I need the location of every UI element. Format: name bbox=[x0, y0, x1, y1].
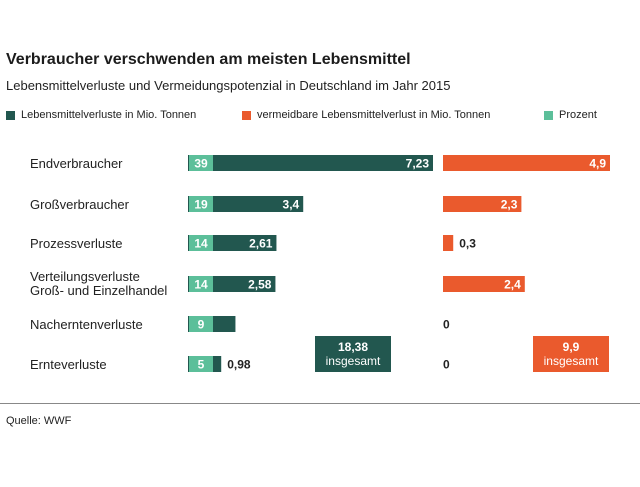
category-label: Großverbraucher bbox=[30, 197, 130, 212]
legend-swatch-losses bbox=[6, 110, 15, 120]
percent-label: 9 bbox=[198, 318, 205, 332]
losses-bar bbox=[188, 155, 433, 171]
legend-item-percent: Prozent bbox=[544, 109, 597, 121]
percent-label: 19 bbox=[194, 198, 208, 212]
legend-item-losses: Lebensmittelverluste in Mio. Tonnen bbox=[6, 109, 196, 121]
total-value: 18,38 bbox=[338, 340, 368, 354]
losses-value-label: 0,98 bbox=[227, 358, 251, 372]
losses-value-label: 3,4 bbox=[283, 198, 300, 212]
category-label: Ernteverluste bbox=[30, 357, 107, 372]
legend-label-losses: Lebensmittelverluste in Mio. Tonnen bbox=[21, 109, 197, 121]
source-note: Quelle: WWF bbox=[6, 415, 72, 427]
avoidable-bar bbox=[443, 276, 525, 292]
avoidable-bar bbox=[443, 155, 610, 171]
losses-value-label: 2,61 bbox=[249, 237, 273, 251]
total-label: insgesamt bbox=[326, 354, 381, 368]
percent-label: 39 bbox=[194, 157, 208, 171]
category-label: Prozessverluste bbox=[30, 236, 122, 251]
footer-divider bbox=[0, 403, 640, 404]
legend-item-avoidable: vermeidbare Lebensmittelverlust in Mio. … bbox=[242, 109, 490, 121]
percent-box bbox=[189, 276, 213, 292]
category-label: Nacherntenverluste bbox=[30, 317, 143, 332]
losses-bar bbox=[188, 196, 304, 212]
total-value: 9,9 bbox=[563, 340, 580, 354]
total-box bbox=[315, 336, 391, 372]
avoidable-value-label: 4,9 bbox=[589, 157, 606, 171]
percent-box bbox=[189, 316, 213, 332]
losses-value-label: 7,23 bbox=[406, 157, 430, 171]
percent-label: 14 bbox=[194, 278, 208, 292]
category-label: Verteilungsverluste bbox=[30, 269, 140, 284]
avoidable-value-label: 0,3 bbox=[459, 237, 476, 251]
total-label: insgesamt bbox=[544, 354, 599, 368]
chart-subtitle: Lebensmittelverluste und Vermeidungspote… bbox=[6, 78, 451, 93]
legend-label-avoidable: vermeidbare Lebensmittelverlust in Mio. … bbox=[257, 109, 491, 121]
percent-box bbox=[189, 196, 213, 212]
avoidable-bar bbox=[443, 196, 522, 212]
legend-label-percent: Prozent bbox=[559, 109, 597, 121]
chart-title: Verbraucher verschwenden am meisten Lebe… bbox=[6, 51, 411, 68]
losses-value-label: 2,58 bbox=[248, 278, 272, 292]
avoidable-value-label: 0 bbox=[443, 318, 450, 332]
legend-swatch-percent bbox=[544, 110, 553, 120]
percent-box bbox=[189, 235, 213, 251]
percent-box bbox=[189, 356, 213, 372]
avoidable-value-label: 2,4 bbox=[504, 278, 521, 292]
bar-chart: Endverbraucher 39 7,23 4,9 Großverbraucher 19… bbox=[30, 155, 610, 372]
category-label: Groß- und Einzelhandel bbox=[30, 283, 167, 298]
percent-label: 5 bbox=[198, 358, 205, 372]
legend-swatch-avoidable bbox=[242, 110, 251, 120]
avoidable-value-label: 2,3 bbox=[501, 198, 518, 212]
legend: Lebensmittelverluste in Mio. Tonnen verm… bbox=[0, 109, 640, 125]
percent-box bbox=[189, 155, 213, 171]
avoidable-value-label: 0 bbox=[443, 358, 450, 372]
total-box bbox=[533, 336, 609, 372]
percent-label: 14 bbox=[194, 237, 208, 251]
avoidable-bar bbox=[443, 235, 454, 251]
category-label: Endverbraucher bbox=[30, 156, 123, 171]
